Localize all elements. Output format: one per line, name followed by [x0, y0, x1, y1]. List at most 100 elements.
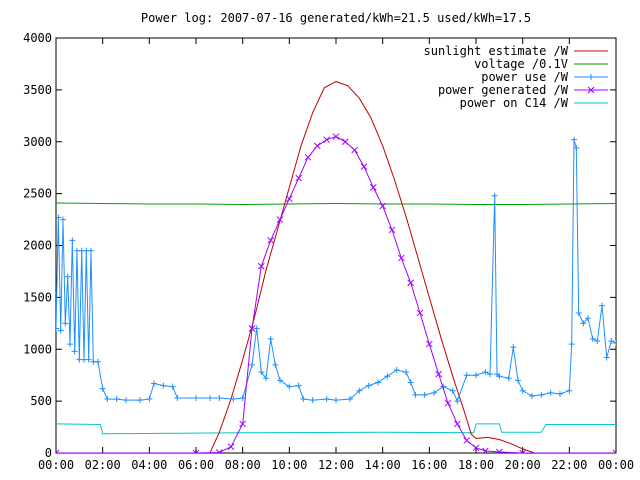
data-point [612, 449, 616, 453]
data-point [207, 395, 213, 402]
data-point [585, 315, 591, 322]
data-point [519, 449, 527, 453]
data-point [323, 136, 331, 144]
data-point [360, 163, 368, 171]
data-point [276, 216, 284, 223]
series-line [56, 423, 616, 435]
data-point [547, 389, 554, 396]
series-4 [56, 423, 616, 435]
x-tick-label: 18:00 [458, 458, 494, 472]
data-point [487, 371, 493, 378]
data-point [285, 195, 293, 203]
data-point [267, 335, 274, 342]
plot-content: 0 500 1000 1500 2000 2500 3000 3500 4000 00:00 02:… [23, 31, 634, 472]
data-point [56, 325, 59, 332]
x-tick-label: 14:00 [365, 458, 401, 472]
legend-label: power generated /W [438, 83, 569, 97]
data-point [491, 192, 498, 199]
data-point [69, 237, 76, 244]
data-point [557, 390, 563, 397]
data-point [313, 142, 321, 150]
legend-marker [587, 86, 595, 94]
data-point [573, 144, 580, 151]
data-point [239, 395, 246, 402]
data-point [151, 380, 157, 387]
data-point [95, 358, 101, 365]
x-tick-label: 04:00 [131, 458, 167, 472]
data-point [481, 447, 489, 453]
data-point [57, 327, 64, 334]
data-point [258, 369, 265, 376]
data-point [519, 387, 526, 394]
data-point [482, 369, 489, 376]
data-point [216, 395, 223, 402]
data-point [356, 387, 363, 394]
data-point [463, 437, 471, 444]
data-point [277, 377, 283, 384]
data-point [169, 383, 176, 390]
data-point [85, 356, 92, 363]
x-tick-label: 22:00 [551, 458, 587, 472]
data-point [174, 395, 181, 402]
data-point [375, 379, 381, 386]
data-point [146, 396, 153, 403]
y-tick-label: 500 [30, 394, 52, 408]
y-tick-label: 3500 [23, 83, 52, 97]
x-tick-label: 00:00 [598, 458, 634, 472]
data-point [227, 443, 235, 451]
legend-marker [588, 74, 594, 80]
data-point [192, 449, 200, 453]
data-point [295, 382, 302, 389]
data-point [193, 395, 199, 402]
data-point [529, 392, 535, 399]
data-point [496, 373, 503, 380]
data-point [510, 344, 517, 351]
legend-label: voltage /0.1V [474, 57, 568, 71]
data-point [257, 262, 265, 270]
x-tick-label: 20:00 [505, 458, 541, 472]
data-point [160, 382, 167, 389]
data-point [60, 216, 66, 223]
data-point [403, 369, 409, 376]
data-point [249, 361, 255, 368]
legend-label: power use /W [481, 70, 568, 84]
data-point [472, 444, 480, 452]
data-point [113, 396, 120, 403]
data-point [435, 370, 443, 378]
data-point [473, 372, 479, 379]
data-point [332, 133, 340, 140]
data-point [603, 354, 610, 361]
data-point [248, 325, 256, 332]
series-line [56, 202, 616, 206]
data-point [56, 214, 62, 221]
data-point [425, 340, 433, 348]
data-point [88, 247, 94, 254]
x-tick-label: 02:00 [85, 458, 121, 472]
series-0 [209, 81, 535, 453]
data-point [453, 420, 461, 428]
data-point [99, 385, 106, 392]
y-tick-label: 4000 [23, 31, 52, 45]
data-point [104, 396, 111, 403]
data-point [239, 420, 247, 428]
data-point [515, 377, 521, 384]
y-tick-label: 0 [45, 446, 52, 460]
data-point [384, 373, 391, 380]
data-point [495, 448, 503, 453]
data-point [263, 375, 269, 382]
data-point [568, 341, 575, 348]
data-point [56, 449, 60, 453]
data-point [580, 320, 587, 327]
data-point [64, 273, 71, 280]
data-point [309, 397, 316, 404]
series-1 [56, 202, 616, 206]
data-point [295, 174, 303, 182]
data-point [304, 153, 312, 161]
data-point [393, 367, 400, 373]
data-point [397, 254, 405, 262]
data-point [62, 320, 69, 327]
x-tick-label: 08:00 [225, 458, 261, 472]
data-point [421, 391, 428, 398]
data-point [253, 325, 260, 332]
